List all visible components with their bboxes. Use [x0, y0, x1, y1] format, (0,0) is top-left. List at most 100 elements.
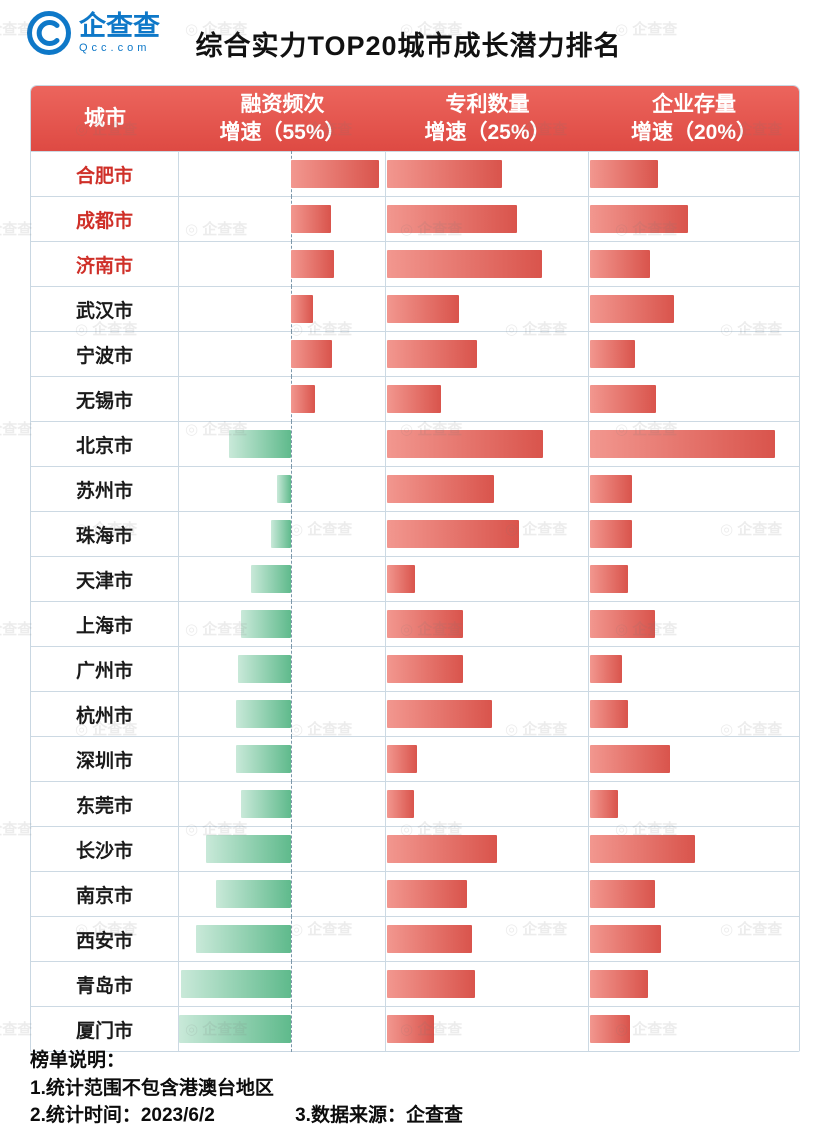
- zero-baseline: [291, 1006, 292, 1052]
- enterprise-bar: [590, 250, 650, 278]
- patent-cell: [386, 512, 589, 556]
- financing-bar: [291, 250, 334, 278]
- table-row: 青岛市: [31, 961, 799, 1007]
- brand-domain: Qcc.com: [79, 41, 151, 54]
- enterprise-bar: [590, 610, 655, 638]
- financing-bar: [291, 295, 313, 323]
- city-cell: 成都市: [31, 197, 179, 241]
- patent-cell: [386, 647, 589, 691]
- patent-bar: [387, 925, 472, 953]
- qcc-watermark: ◎ 企查查: [0, 821, 33, 838]
- financing-bar: [196, 925, 291, 953]
- table-row: 天津市: [31, 556, 799, 602]
- patent-cell: [386, 332, 589, 376]
- table-row: 广州市: [31, 646, 799, 692]
- qcc-logo-icon: [26, 10, 72, 56]
- financing-bar: [229, 430, 291, 458]
- header-enterprise: 企业存量 增速（20%）: [589, 86, 799, 151]
- financing-bar: [291, 160, 379, 188]
- city-cell: 青岛市: [31, 962, 179, 1006]
- city-cell: 无锡市: [31, 377, 179, 421]
- enterprise-cell: [589, 1007, 799, 1051]
- financing-cell: [179, 961, 386, 1007]
- header-city-label: 城市: [84, 106, 126, 130]
- patent-cell: [386, 377, 589, 421]
- financing-cell: [179, 196, 386, 242]
- qcc-watermark: ◎ 企查查: [0, 221, 33, 238]
- enterprise-bar: [590, 160, 658, 188]
- city-cell: 苏州市: [31, 467, 179, 511]
- patent-cell: [386, 737, 589, 781]
- enterprise-cell: [589, 467, 799, 511]
- city-name: 深圳市: [75, 750, 133, 772]
- qcc-watermark: ◎ 企查查: [0, 621, 33, 638]
- footer-notes: 榜单说明： 1.统计范围不包含港澳台地区 2.统计时间：2023/6/2 3.数…: [30, 1047, 463, 1130]
- patent-bar: [387, 250, 542, 278]
- patent-bar: [387, 880, 467, 908]
- table-row: 济南市: [31, 241, 799, 287]
- city-name: 广州市: [75, 660, 133, 682]
- patent-cell: [386, 152, 589, 196]
- enterprise-bar: [590, 295, 674, 323]
- patent-bar: [387, 340, 477, 368]
- patent-cell: [386, 782, 589, 826]
- financing-cell: [179, 916, 386, 962]
- table-row: 北京市: [31, 421, 799, 467]
- city-name: 青岛市: [75, 975, 133, 997]
- enterprise-cell: [589, 197, 799, 241]
- enterprise-bar: [590, 925, 661, 953]
- patent-bar: [387, 745, 417, 773]
- enterprise-cell: [589, 242, 799, 286]
- financing-cell: [179, 826, 386, 872]
- patent-bar: [387, 385, 441, 413]
- financing-cell: [179, 466, 386, 512]
- patent-bar: [387, 610, 463, 638]
- patent-cell: [386, 1007, 589, 1051]
- financing-cell: [179, 736, 386, 782]
- city-cell: 西安市: [31, 917, 179, 961]
- header-patent: 专利数量 增速（25%）: [386, 86, 589, 151]
- city-name: 宁波市: [75, 345, 133, 367]
- zero-baseline: [291, 781, 292, 827]
- city-cell: 上海市: [31, 602, 179, 646]
- patent-bar: [387, 430, 543, 458]
- patent-cell: [386, 917, 589, 961]
- table-row: 珠海市: [31, 511, 799, 557]
- qcc-watermark: ◎ 企查查: [0, 421, 33, 438]
- patent-bar: [387, 565, 415, 593]
- city-cell: 宁波市: [31, 332, 179, 376]
- patent-cell: [386, 827, 589, 871]
- zero-baseline: [291, 871, 292, 917]
- enterprise-cell: [589, 782, 799, 826]
- financing-cell: [179, 331, 386, 377]
- page-header: 企查查 Qcc.com 综合实力TOP20城市成长潜力排名: [0, 0, 817, 85]
- city-cell: 天津市: [31, 557, 179, 601]
- financing-cell: [179, 511, 386, 557]
- zero-baseline: [291, 691, 292, 737]
- header-financing-line2: 增速（55%）: [219, 120, 346, 144]
- patent-cell: [386, 692, 589, 736]
- zero-baseline: [291, 466, 292, 512]
- page-title: 综合实力TOP20城市成长潜力排名: [195, 31, 622, 61]
- financing-bar: [241, 610, 291, 638]
- financing-bar: [216, 880, 291, 908]
- enterprise-bar: [590, 1015, 630, 1043]
- financing-cell: [179, 601, 386, 647]
- patent-cell: [386, 557, 589, 601]
- patent-bar: [387, 700, 492, 728]
- financing-bar: [291, 205, 331, 233]
- enterprise-cell: [589, 962, 799, 1006]
- financing-bar: [236, 745, 291, 773]
- enterprise-bar: [590, 835, 695, 863]
- enterprise-bar: [590, 430, 775, 458]
- city-name: 珠海市: [75, 525, 133, 547]
- patent-cell: [386, 242, 589, 286]
- financing-cell: [179, 556, 386, 602]
- financing-cell: [179, 646, 386, 692]
- zero-baseline: [291, 961, 292, 1007]
- table-row: 上海市: [31, 601, 799, 647]
- financing-bar: [241, 790, 291, 818]
- header-patent-line2: 增速（25%）: [424, 120, 551, 144]
- financing-bar: [271, 520, 291, 548]
- patent-cell: [386, 872, 589, 916]
